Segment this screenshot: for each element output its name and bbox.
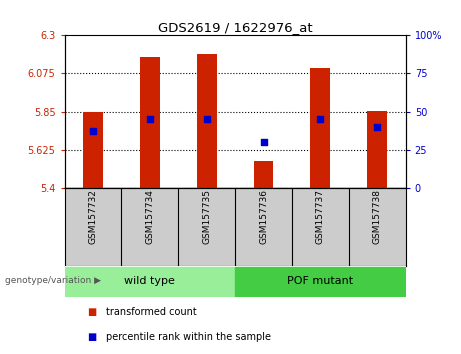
Bar bbox=[367, 111, 387, 188]
Bar bbox=[254, 161, 273, 188]
Text: GSM157735: GSM157735 bbox=[202, 189, 211, 244]
Text: transformed count: transformed count bbox=[106, 307, 197, 316]
Text: GSM157737: GSM157737 bbox=[316, 189, 325, 244]
Text: GSM157734: GSM157734 bbox=[145, 189, 154, 244]
Text: wild type: wild type bbox=[124, 276, 175, 286]
Point bbox=[203, 116, 210, 122]
Text: GSM157736: GSM157736 bbox=[259, 189, 268, 244]
Bar bbox=[140, 57, 160, 188]
Bar bbox=[235, 267, 406, 296]
Bar bbox=[65, 267, 235, 296]
Text: ■: ■ bbox=[88, 332, 97, 342]
Point bbox=[146, 116, 154, 122]
Text: genotype/variation ▶: genotype/variation ▶ bbox=[5, 276, 100, 285]
Title: GDS2619 / 1622976_at: GDS2619 / 1622976_at bbox=[158, 21, 313, 34]
Bar bbox=[197, 54, 217, 188]
Text: ■: ■ bbox=[88, 307, 97, 316]
Text: GSM157738: GSM157738 bbox=[373, 189, 382, 244]
Point bbox=[260, 139, 267, 145]
Text: GSM157732: GSM157732 bbox=[89, 189, 97, 244]
Bar bbox=[310, 68, 331, 188]
Point bbox=[89, 129, 97, 134]
Point bbox=[317, 116, 324, 122]
Point bbox=[373, 124, 381, 130]
Text: percentile rank within the sample: percentile rank within the sample bbox=[106, 332, 271, 342]
Text: POF mutant: POF mutant bbox=[287, 276, 354, 286]
Bar bbox=[83, 112, 103, 188]
